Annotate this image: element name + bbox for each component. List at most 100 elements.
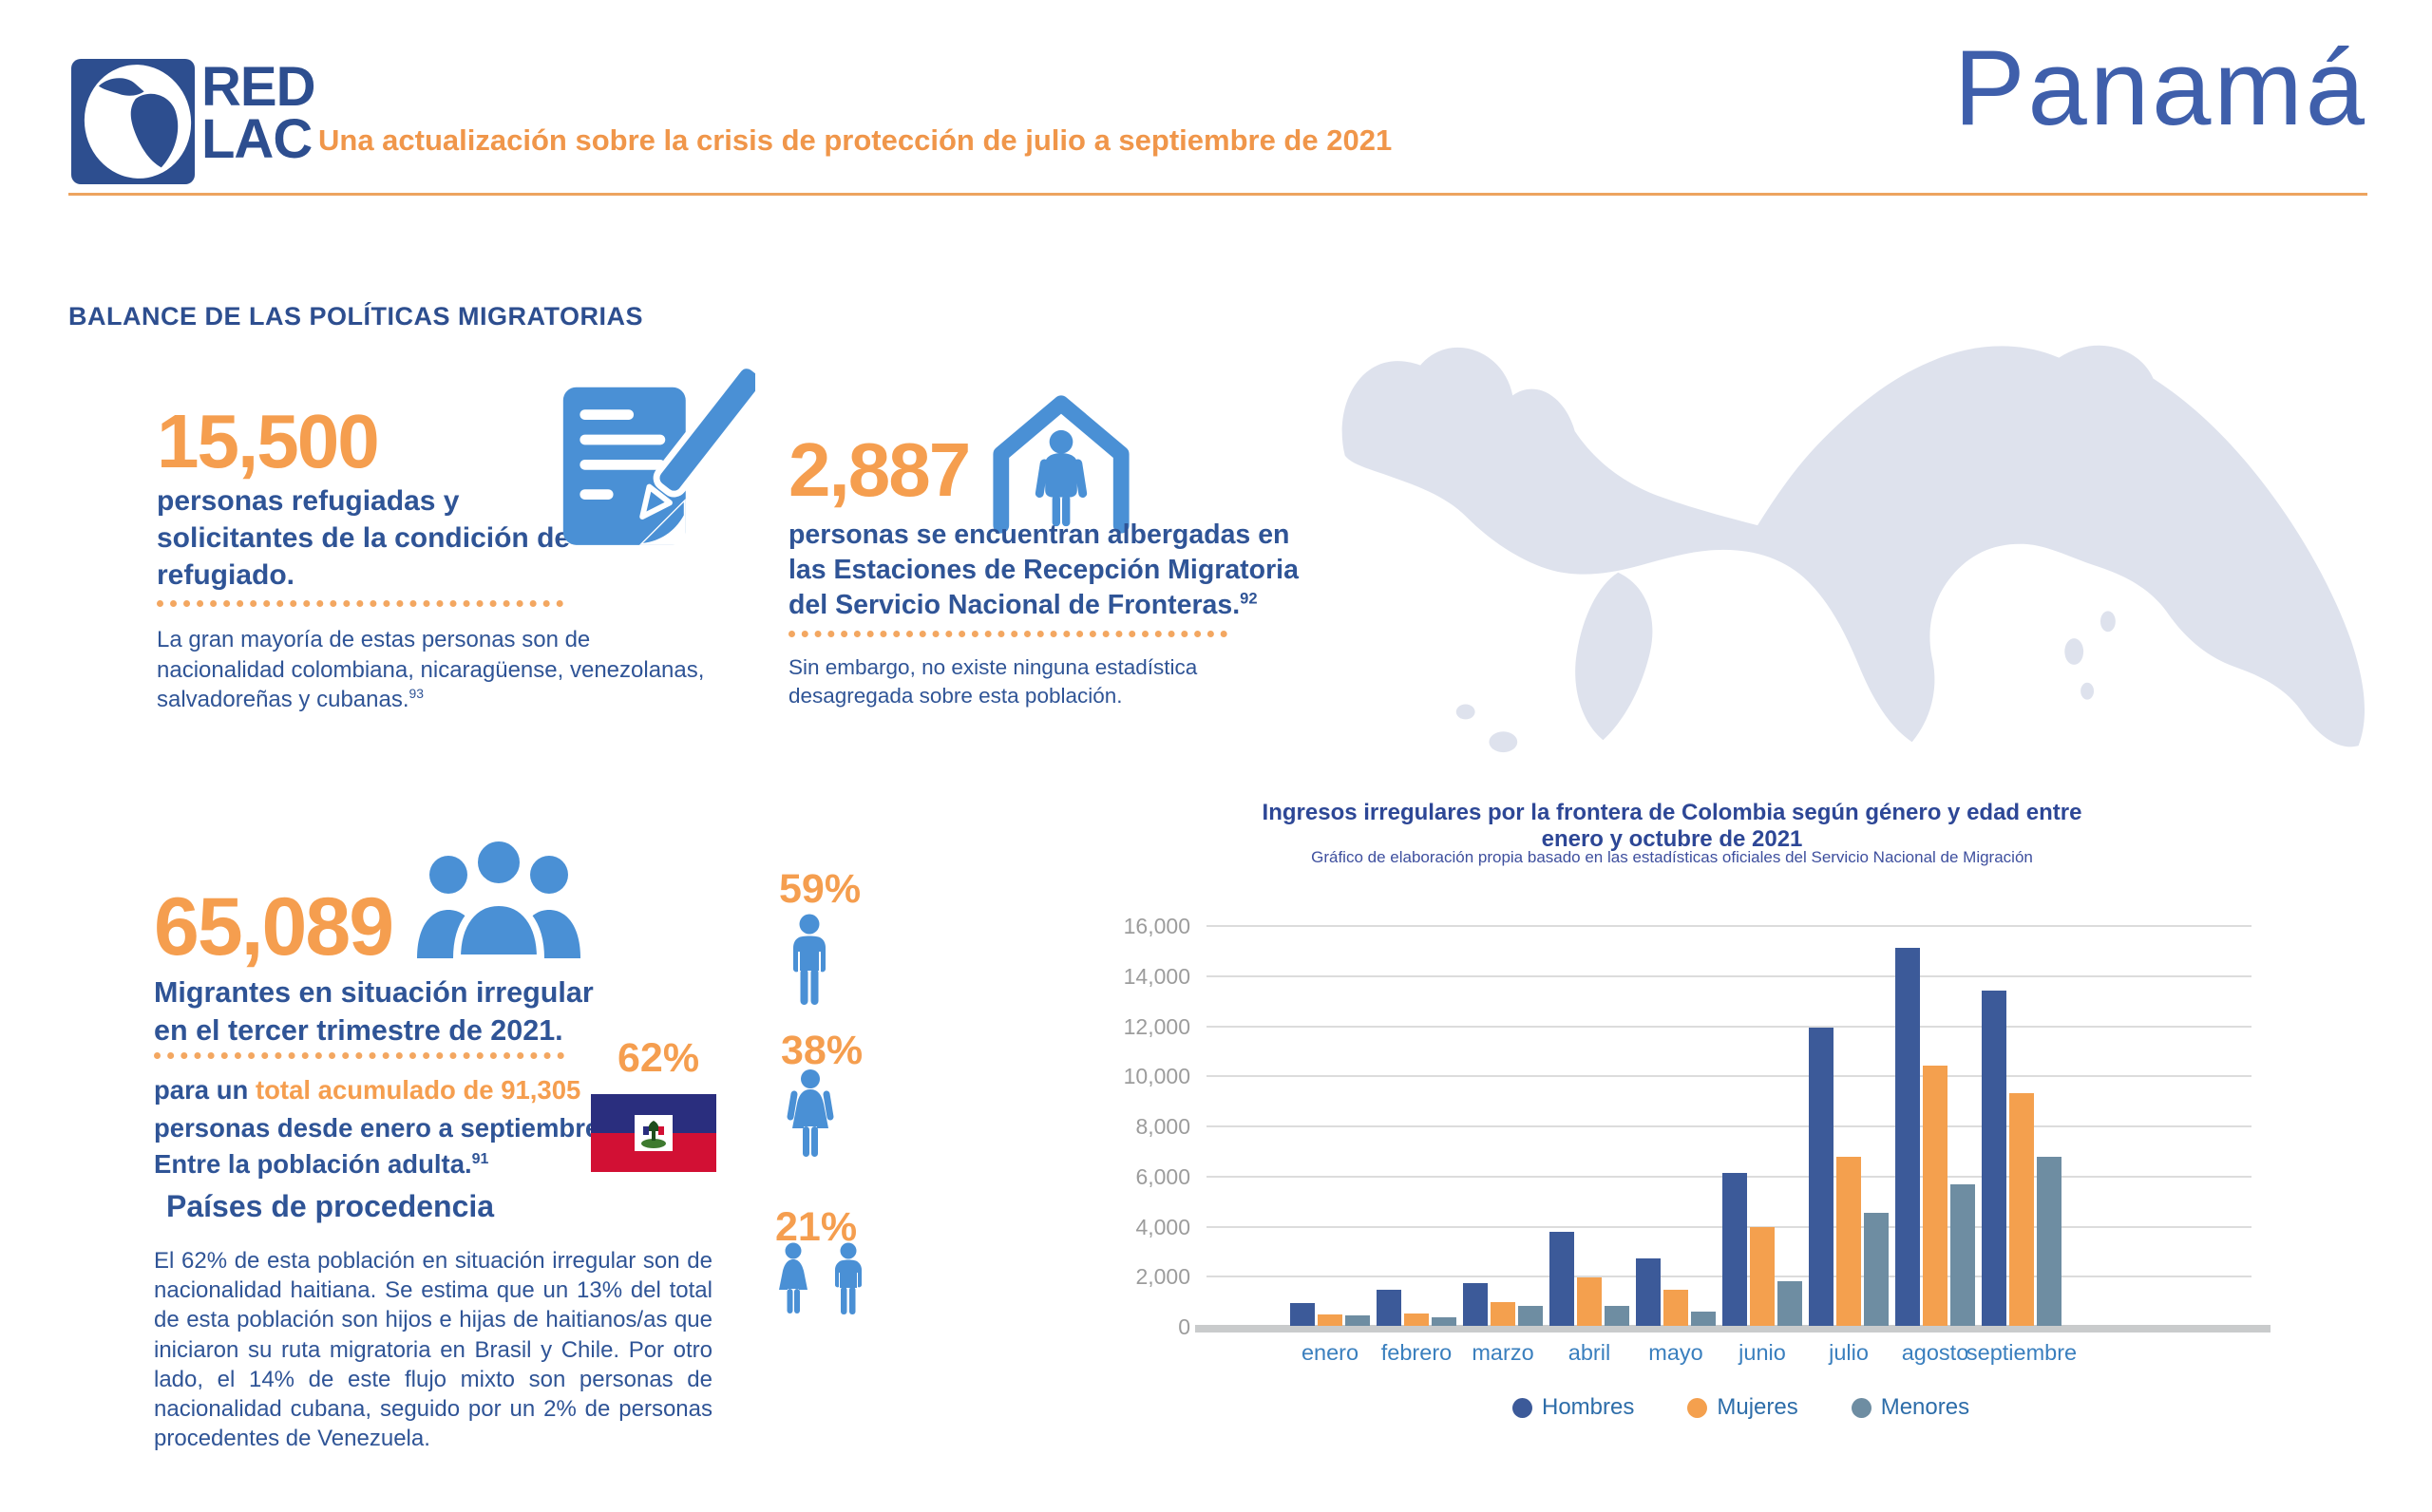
section-title: BALANCE DE LAS POLÍTICAS MIGRATORIAS (68, 302, 644, 331)
x-axis-label-marzo: marzo (1472, 1340, 1534, 1365)
haiti-percentage: 62% (618, 1035, 700, 1081)
people-group-icon (404, 832, 594, 965)
shelter-icon (986, 385, 1136, 539)
x-axis-label-enero: enero (1301, 1340, 1359, 1365)
x-axis-label-abril: abril (1568, 1340, 1611, 1365)
gridline (1206, 1125, 2252, 1127)
redlac-globe-icon (75, 56, 200, 187)
legend-label-mujeres: Mujeres (1717, 1394, 1798, 1420)
bar-menores-septiembre (2037, 1157, 2062, 1326)
sheltered-stat-caption: personas se encuentran albergadas en las… (788, 518, 1306, 623)
redlac-logo-text: RED LAC (201, 56, 315, 171)
y-axis-label: 12,000 (1123, 1013, 1190, 1039)
x-axis-label-septiembre: septiembre (1966, 1340, 2078, 1365)
redlac-logo-icon (71, 56, 200, 187)
bar-group-septiembre (1982, 991, 2062, 1326)
footnote-ref: 92 (1240, 589, 1258, 608)
x-axis-label-agosto: agosto (1901, 1340, 1969, 1365)
bar-hombres-abril (1549, 1232, 1574, 1326)
sheltered-caption-text: personas se encuentran albergadas en las… (788, 520, 1299, 621)
dotted-divider (788, 631, 1227, 637)
note-text: Entre la población adulta. (154, 1149, 472, 1179)
bar-hombres-agosto (1895, 948, 1920, 1326)
legend-label-menores: Menores (1880, 1394, 1970, 1420)
bar-mujeres-mayo (1663, 1290, 1688, 1326)
y-axis-label: 4,000 (1135, 1214, 1190, 1239)
x-axis-label-febrero: febrero (1380, 1340, 1453, 1365)
x-axis-label-julio: julio (1829, 1340, 1869, 1365)
legend-dot-mujeres (1687, 1397, 1708, 1418)
bar-hombres-mayo (1636, 1258, 1661, 1326)
children-icons (770, 1242, 880, 1327)
refugees-stat-value: 15,500 (157, 399, 380, 483)
latin-america-map-icon (98, 78, 179, 168)
bar-mujeres-marzo (1491, 1302, 1515, 1326)
bar-menores-junio (1777, 1281, 1802, 1326)
sheltered-stat-note: Sin embargo, no existe ninguna estadísti… (788, 655, 1198, 708)
bar-menores-julio (1864, 1213, 1889, 1326)
migrants-adult-note: Entre la población adulta.91 (154, 1149, 488, 1180)
bar-menores-abril (1605, 1306, 1629, 1326)
refugees-note-text: La gran mayoría de estas personas son de… (157, 627, 705, 713)
female-percentage: 38% (781, 1028, 864, 1073)
dotted-divider (154, 1052, 564, 1059)
refugees-stat-caption: personas refugiadas y solicitantes de la… (157, 485, 571, 591)
bar-mujeres-junio (1750, 1227, 1775, 1326)
bar-mujeres-julio (1836, 1157, 1861, 1326)
legend-dot-hombres (1512, 1397, 1532, 1418)
note-text: personas desde enero a septiembre. (154, 1112, 607, 1143)
bar-group-febrero (1377, 1290, 1456, 1326)
bar-mujeres-septiembre (2009, 1093, 2034, 1326)
bar-group-julio (1809, 1028, 1889, 1326)
bar-group-marzo (1463, 1283, 1543, 1326)
bar-hombres-enero (1290, 1303, 1315, 1326)
footnote-ref: 93 (408, 686, 424, 702)
x-axis-label-junio: junio (1738, 1340, 1786, 1365)
bar-hombres-marzo (1463, 1283, 1488, 1326)
x-axis-label-mayo: mayo (1648, 1340, 1703, 1365)
chart-legend: Hombres Mujeres Menores (1512, 1394, 1969, 1421)
legend-item-hombres: Hombres (1512, 1394, 1634, 1421)
bar-group-mayo (1636, 1258, 1716, 1326)
bar-group-abril (1549, 1232, 1629, 1326)
chart-title: Ingresos irregulares por la frontera de … (1262, 800, 2082, 852)
migrants-stat-caption: Migrantes en situación irregular en el t… (154, 976, 594, 1047)
migrants-stat-value: 65,089 (154, 881, 394, 973)
page-title-country: Panamá (1953, 28, 2367, 147)
logo-line1: RED (201, 56, 315, 118)
bar-hombres-junio (1722, 1173, 1747, 1326)
panama-map-silhouette (1319, 313, 2430, 776)
y-axis-label: 10,000 (1123, 1064, 1190, 1089)
bar-chart-plot: 0 2,000 4,000 6,000 8,000 10,000 12,000 14,000 1… (1124, 914, 2270, 1365)
bar-hombres-julio (1809, 1028, 1834, 1326)
bar-menores-marzo (1518, 1306, 1543, 1326)
bar-menores-febrero (1432, 1317, 1456, 1326)
footnote-ref: 91 (471, 1150, 489, 1167)
bar-group-enero (1290, 1303, 1370, 1326)
gridline (1206, 1075, 2252, 1078)
bar-menores-enero (1345, 1315, 1370, 1326)
bar-mujeres-agosto (1923, 1066, 1948, 1326)
legend-dot-menores (1851, 1397, 1872, 1418)
y-axis-label: 16,000 (1123, 914, 1190, 938)
haiti-flag-icon (591, 1094, 716, 1172)
gridline (1206, 925, 2252, 927)
bar-hombres-septiembre (1982, 991, 2006, 1326)
bar-mujeres-febrero (1404, 1314, 1429, 1326)
note-text: para un (154, 1075, 256, 1105)
y-axis-label: 14,000 (1123, 963, 1190, 989)
dotted-divider (157, 600, 563, 607)
legend-item-menores: Menores (1851, 1394, 1970, 1421)
minors-percentage: 21% (775, 1204, 858, 1250)
y-axis-label: 2,000 (1135, 1264, 1190, 1290)
bar-menores-mayo (1691, 1312, 1716, 1326)
document-pen-icon (556, 350, 768, 571)
haiti-flag-emblem (635, 1115, 673, 1151)
logo-line2: LAC (201, 108, 313, 171)
refugees-stat-note: La gran mayoría de estas personas son de… (157, 625, 708, 715)
bar-group-junio (1722, 1173, 1802, 1326)
woman-icon (783, 1069, 838, 1165)
bar-hombres-febrero (1377, 1290, 1401, 1326)
origin-countries-title: Países de procedencia (166, 1189, 495, 1223)
